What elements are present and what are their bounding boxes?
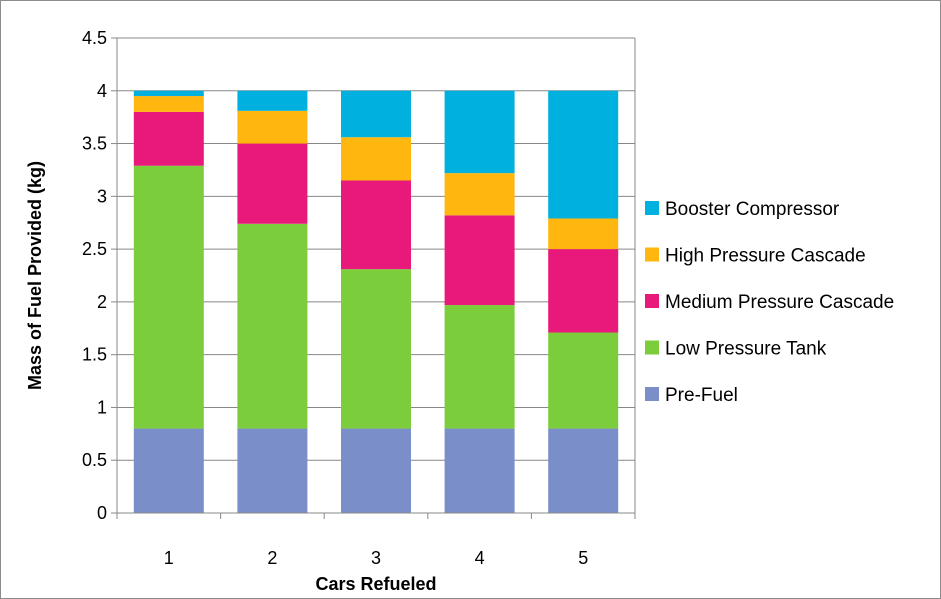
y-tick-label: 2.5 (82, 239, 107, 259)
bar-segment-booster-compressor (548, 90, 619, 219)
bar-segment-booster-compressor (444, 90, 515, 174)
bar-segment-high-pressure-cascade (237, 110, 308, 144)
legend-label: Low Pressure Tank (665, 339, 827, 360)
bar-segment-booster-compressor (341, 90, 411, 138)
x-axis-title: Cars Refueled (315, 574, 436, 594)
bar-segment-booster-compressor (237, 90, 308, 111)
bar-segment-high-pressure-cascade (444, 173, 515, 216)
bars (133, 90, 619, 513)
y-tick-label: 1.5 (82, 345, 107, 365)
y-tick-label: 4.5 (82, 28, 107, 48)
y-tick-label: 3.5 (82, 134, 107, 154)
y-tick-label: 0.5 (82, 450, 107, 470)
x-tick-label: 2 (267, 548, 277, 568)
bar-segment-medium-pressure-cascade (548, 249, 619, 333)
bar-segment-low-pressure-tank (237, 223, 308, 429)
x-tick-label: 1 (164, 548, 174, 568)
bar-segment-high-pressure-cascade (133, 96, 204, 112)
bar-segment-low-pressure-tank (444, 305, 515, 429)
bar-segment-medium-pressure-cascade (237, 143, 308, 224)
legend-label: Booster Compressor (665, 199, 840, 220)
bar-segment-pre-fuel (133, 428, 204, 513)
legend-swatch (645, 294, 659, 308)
legend-label: High Pressure Cascade (665, 246, 866, 267)
bar-segment-pre-fuel (237, 428, 308, 513)
y-axis-title: Mass of Fuel Provided (kg) (25, 161, 45, 390)
bar-segment-booster-compressor (133, 90, 204, 97)
legend: Booster Compressor High Pressure Cascade M… (645, 199, 894, 406)
bar-segment-high-pressure-cascade (341, 137, 411, 181)
bar-segment-pre-fuel (444, 428, 515, 513)
y-tick-label: 1 (97, 397, 107, 417)
y-tick-label: 3 (97, 186, 107, 206)
y-tick-labels: 0 0.5 1 1.5 2 2.5 3 3.5 4 4.5 (82, 28, 107, 523)
bar-segment-low-pressure-tank (548, 332, 619, 429)
x-tick-label: 5 (578, 548, 588, 568)
legend-swatch (645, 340, 659, 355)
x-tick-label: 4 (475, 548, 485, 568)
bar-segment-medium-pressure-cascade (133, 111, 204, 166)
x-tick-label: 3 (371, 548, 381, 568)
legend-swatch (645, 201, 659, 215)
legend-label: Medium Pressure Cascade (665, 292, 894, 313)
bar-segment-low-pressure-tank (133, 165, 204, 429)
bar-segment-medium-pressure-cascade (341, 180, 411, 270)
legend-swatch (645, 247, 659, 262)
y-tick-label: 2 (97, 292, 107, 312)
bar-segment-pre-fuel (548, 428, 619, 513)
y-tick-label: 0 (97, 503, 107, 523)
x-tick-labels: 1 2 3 4 5 (164, 548, 588, 568)
legend-label: Pre-Fuel (665, 385, 738, 406)
bar-segment-pre-fuel (341, 428, 411, 513)
bar-segment-low-pressure-tank (341, 269, 411, 429)
bar-segment-medium-pressure-cascade (444, 215, 515, 306)
bar-segment-high-pressure-cascade (548, 218, 619, 250)
axes (111, 37, 636, 519)
legend-swatch (645, 387, 659, 401)
y-tick-label: 4 (97, 81, 107, 101)
